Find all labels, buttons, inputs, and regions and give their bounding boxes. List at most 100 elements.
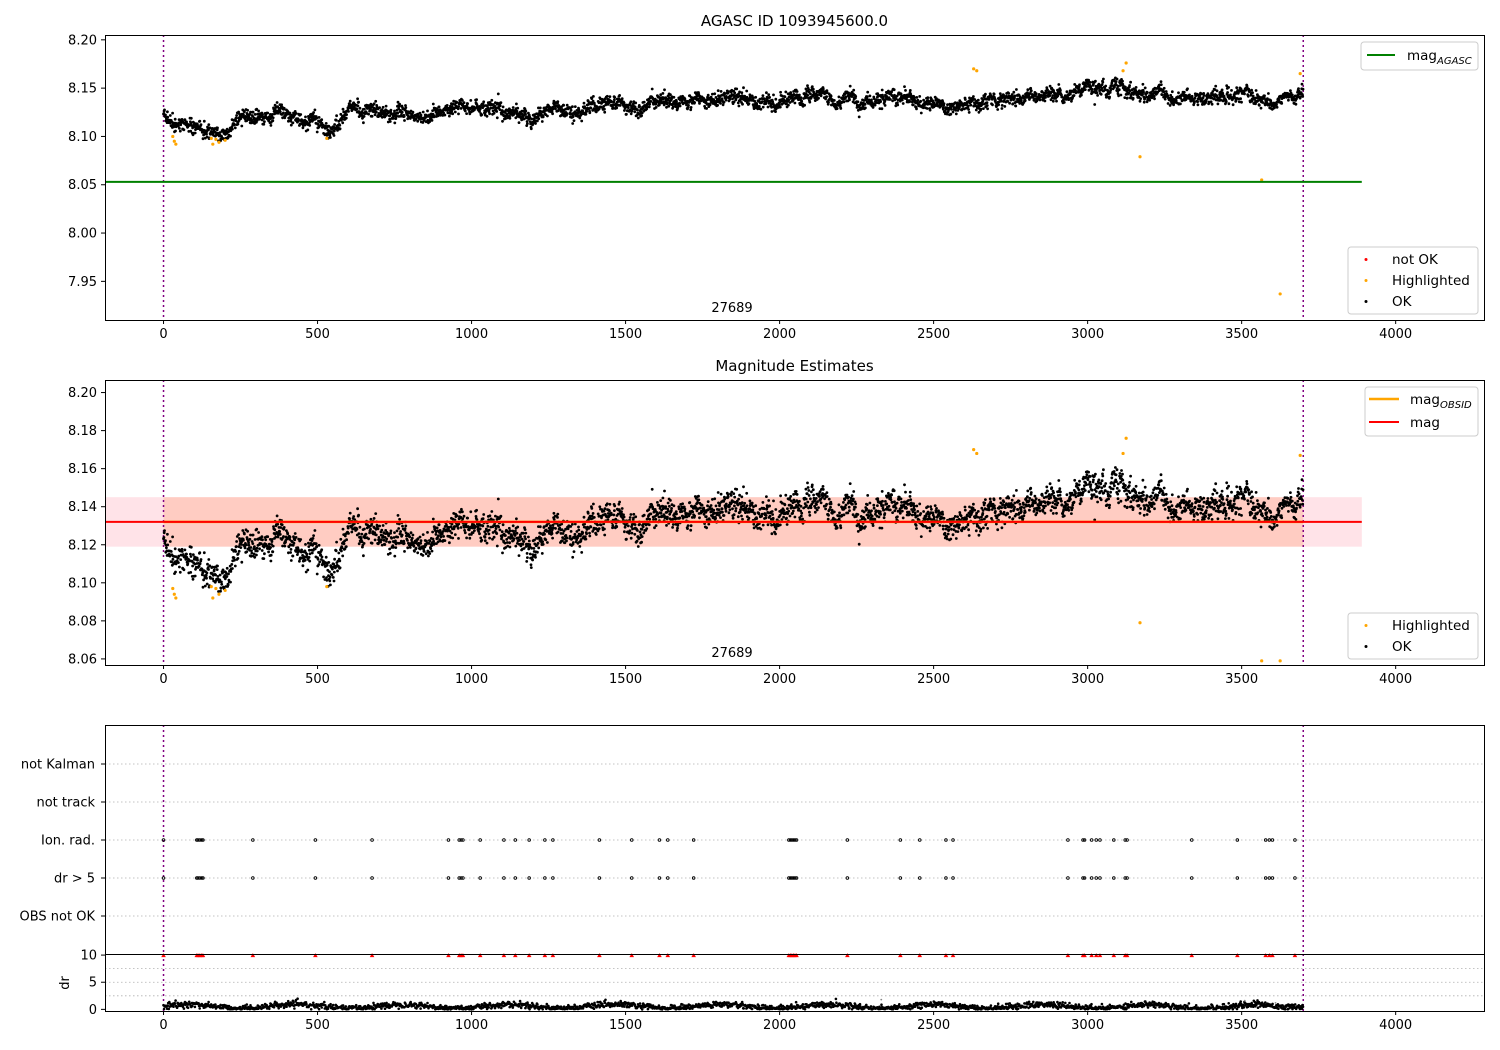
ok-point — [1051, 99, 1055, 103]
ok-point — [198, 551, 202, 555]
ok-point — [235, 540, 239, 543]
ok-point — [569, 530, 573, 533]
ok-point — [1243, 92, 1246, 96]
ok-point — [345, 113, 348, 116]
ok-point — [202, 551, 206, 555]
ok-point — [374, 512, 378, 515]
ok-point — [380, 108, 384, 112]
ok-point — [1095, 91, 1099, 95]
ok-point — [647, 105, 651, 109]
ok-point — [282, 535, 285, 538]
ok-point — [588, 534, 592, 538]
ok-point — [582, 515, 586, 519]
ok-point — [317, 563, 321, 566]
ok-point — [233, 564, 237, 568]
ok-point — [784, 90, 788, 94]
ok-point — [457, 105, 461, 108]
ok-point — [716, 89, 720, 92]
ok-point — [443, 113, 447, 117]
panel1-x-tick-label: 0 — [159, 327, 167, 342]
ok-point — [1138, 99, 1142, 103]
ok-point — [475, 98, 478, 101]
ok-point — [1193, 96, 1197, 100]
ok-point — [638, 105, 641, 109]
ok-point — [490, 510, 494, 513]
ok-point — [1029, 89, 1033, 92]
ok-point — [552, 518, 556, 521]
ok-point — [1000, 104, 1004, 107]
ok-point — [179, 123, 183, 127]
ok-point — [171, 111, 175, 115]
ok-point — [205, 135, 209, 139]
ok-point — [507, 526, 511, 530]
ok-point — [501, 523, 505, 527]
ok-point — [329, 136, 332, 139]
ok-point — [713, 92, 717, 96]
ok-point — [705, 107, 708, 110]
ok-point — [482, 100, 486, 104]
ok-point — [1254, 89, 1258, 92]
ok-point — [950, 107, 953, 111]
ok-point — [205, 571, 209, 575]
ok-point — [419, 539, 423, 543]
ok-point — [665, 105, 668, 109]
ok-point — [247, 541, 251, 545]
ok-point — [541, 540, 544, 544]
ok-point — [276, 522, 280, 526]
ok-point — [668, 96, 671, 99]
ok-point — [577, 525, 580, 529]
ok-point — [249, 110, 252, 114]
ok-point — [260, 549, 264, 552]
ok-point — [615, 525, 619, 529]
ok-point — [527, 539, 531, 543]
ok-point — [162, 536, 166, 539]
ok-point — [678, 102, 682, 105]
ok-point — [571, 541, 575, 544]
ok-point — [237, 549, 241, 553]
highlighted-point — [1138, 155, 1142, 159]
ok-point — [469, 510, 473, 514]
ok-point — [848, 84, 852, 88]
ok-point — [680, 98, 684, 102]
ok-point — [495, 116, 499, 120]
ok-point — [427, 554, 430, 558]
ok-point — [249, 546, 253, 549]
ok-point — [271, 544, 275, 548]
ok-point — [397, 105, 401, 108]
ok-point — [251, 533, 255, 537]
ok-point — [708, 103, 712, 107]
ok-point — [465, 536, 468, 540]
highlighted-point — [214, 137, 218, 141]
ok-point — [649, 100, 653, 103]
ok-point — [1094, 79, 1097, 83]
ok-point — [461, 510, 464, 514]
ok-point — [1043, 99, 1047, 103]
ok-point — [1088, 81, 1092, 84]
ok-point — [398, 102, 401, 106]
ok-point — [413, 549, 416, 553]
ok-point — [1119, 93, 1123, 97]
ok-point — [740, 91, 744, 95]
ok-point — [278, 530, 281, 534]
ok-point — [986, 107, 989, 111]
ok-point — [586, 511, 590, 515]
ok-point — [421, 121, 425, 124]
ok-point — [389, 529, 393, 533]
ok-point — [199, 123, 203, 126]
ok-point — [220, 582, 224, 586]
ok-point — [1096, 94, 1099, 97]
ok-point — [511, 524, 515, 528]
ok-point — [191, 564, 195, 568]
highlighted-point — [325, 136, 329, 140]
ok-point — [1301, 87, 1305, 91]
ok-point — [313, 529, 317, 532]
ok-point — [325, 133, 329, 137]
ok-point — [421, 533, 425, 536]
ok-point — [1143, 86, 1147, 90]
ok-point — [189, 121, 193, 125]
ok-point — [235, 114, 239, 117]
ok-point — [623, 109, 626, 112]
ok-point — [465, 104, 469, 108]
ok-point — [271, 119, 275, 123]
ok-point — [996, 108, 1000, 111]
